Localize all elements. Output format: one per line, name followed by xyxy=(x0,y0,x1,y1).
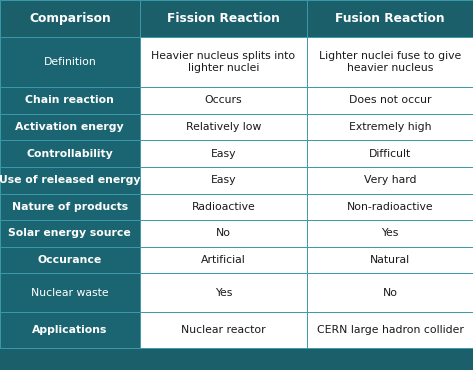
Bar xyxy=(307,273,473,312)
Text: Yes: Yes xyxy=(382,228,399,239)
Text: Occurance: Occurance xyxy=(38,255,102,265)
Text: Occurs: Occurs xyxy=(205,95,242,105)
Text: Chain reaction: Chain reaction xyxy=(26,95,114,105)
Text: Natural: Natural xyxy=(370,255,410,265)
Bar xyxy=(0,312,140,348)
Bar xyxy=(140,194,307,220)
Bar xyxy=(307,140,473,167)
Bar xyxy=(140,140,307,167)
Bar xyxy=(0,87,140,114)
Bar xyxy=(0,37,140,87)
Text: Nuclear waste: Nuclear waste xyxy=(31,288,109,298)
Bar xyxy=(140,220,307,247)
Text: Fusion Reaction: Fusion Reaction xyxy=(335,12,445,25)
Text: Nuclear reactor: Nuclear reactor xyxy=(181,325,266,335)
Bar xyxy=(307,87,473,114)
Bar xyxy=(140,0,307,37)
Text: No: No xyxy=(383,288,398,298)
Bar xyxy=(140,312,307,348)
Bar xyxy=(140,37,307,87)
Bar xyxy=(307,0,473,37)
Bar xyxy=(140,167,307,194)
Bar xyxy=(307,312,473,348)
Text: Non-radioactive: Non-radioactive xyxy=(347,202,434,212)
Bar xyxy=(0,247,140,273)
Text: Does not occur: Does not occur xyxy=(349,95,431,105)
Text: CERN large hadron collider: CERN large hadron collider xyxy=(317,325,464,335)
Text: Relatively low: Relatively low xyxy=(186,122,261,132)
Bar xyxy=(307,114,473,140)
Text: Lighter nuclei fuse to give
heavier nucleus: Lighter nuclei fuse to give heavier nucl… xyxy=(319,51,461,73)
Text: Definition: Definition xyxy=(44,57,96,67)
Bar xyxy=(0,273,140,312)
Text: Comparison: Comparison xyxy=(29,12,111,25)
Text: Fission Reaction: Fission Reaction xyxy=(167,12,280,25)
Text: Easy: Easy xyxy=(211,148,236,159)
Text: Controllability: Controllability xyxy=(26,148,113,159)
Text: Use of released energy: Use of released energy xyxy=(0,175,140,185)
Text: Radioactive: Radioactive xyxy=(192,202,255,212)
Bar xyxy=(0,167,140,194)
Text: Heavier nucleus splits into
lighter nuclei: Heavier nucleus splits into lighter nucl… xyxy=(151,51,296,73)
Text: No: No xyxy=(216,228,231,239)
Bar xyxy=(0,220,140,247)
Bar xyxy=(140,273,307,312)
Text: Activation energy: Activation energy xyxy=(16,122,124,132)
Bar xyxy=(0,0,140,37)
Bar xyxy=(307,37,473,87)
Bar xyxy=(0,114,140,140)
Text: Very hard: Very hard xyxy=(364,175,416,185)
Bar xyxy=(307,247,473,273)
Text: Nature of products: Nature of products xyxy=(12,202,128,212)
Text: Easy: Easy xyxy=(211,175,236,185)
Bar xyxy=(307,167,473,194)
Bar xyxy=(0,194,140,220)
Text: Applications: Applications xyxy=(32,325,107,335)
Bar xyxy=(140,114,307,140)
Text: Artificial: Artificial xyxy=(201,255,246,265)
Text: Solar energy source: Solar energy source xyxy=(9,228,131,239)
Bar xyxy=(140,247,307,273)
Text: Difficult: Difficult xyxy=(369,148,412,159)
Bar xyxy=(140,87,307,114)
Bar xyxy=(0,140,140,167)
Bar xyxy=(307,220,473,247)
Text: Extremely high: Extremely high xyxy=(349,122,431,132)
Bar xyxy=(307,194,473,220)
Text: Yes: Yes xyxy=(215,288,232,298)
